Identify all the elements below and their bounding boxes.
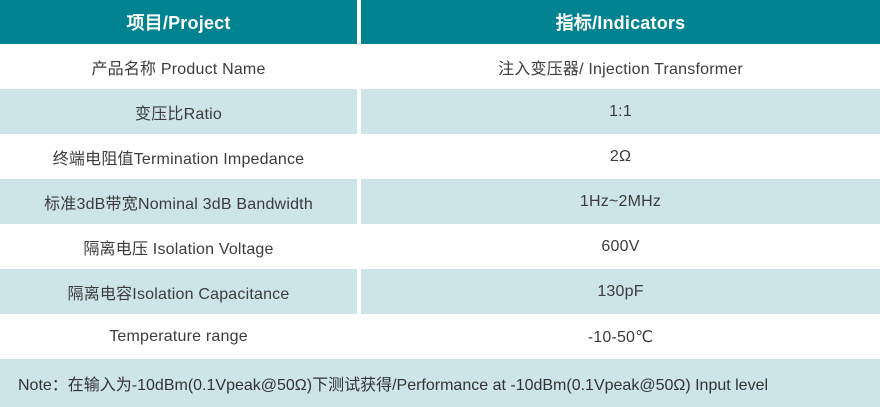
indicator-cell: 1Hz~2MHz — [361, 179, 880, 224]
project-cell: 隔离电容Isolation Capacitance — [0, 269, 357, 314]
table-row-bandwidth: 标准3dB带宽Nominal 3dB Bandwidth 1Hz~2MHz — [0, 179, 880, 224]
header-project-label: 项目/Project — [126, 13, 231, 33]
header-indicators-label: 指标/Indicators — [555, 13, 686, 33]
project-cell: 变压比Ratio — [0, 89, 357, 134]
indicator-value: 1:1 — [609, 102, 632, 120]
indicator-value: 600V — [601, 237, 640, 255]
indicator-value: 注入变压器/ Injection Transformer — [498, 60, 743, 78]
table-row-product-name: 产品名称 Product Name 注入变压器/ Injection Trans… — [0, 44, 880, 89]
note-text: Note：在输入为-10dBm(0.1Vpeak@50Ω)下测试获得/Perfo… — [18, 377, 769, 394]
indicator-cell: 2Ω — [361, 134, 880, 179]
project-cell: Temperature range — [0, 314, 357, 359]
indicator-cell: -10-50℃ — [361, 314, 880, 359]
indicator-value: 1Hz~2MHz — [579, 192, 662, 210]
indicator-value: 2Ω — [609, 147, 632, 165]
header-cell-project: 项目/Project — [0, 0, 357, 44]
table-header-row: 项目/Project 指标/Indicators — [0, 0, 880, 44]
table-row-isolation-voltage: 隔离电压 Isolation Voltage 600V — [0, 224, 880, 269]
project-cell: 标准3dB带宽Nominal 3dB Bandwidth — [0, 179, 357, 224]
table-row-temperature-range: Temperature range -10-50℃ — [0, 314, 880, 359]
table-row-termination-impedance: 终端电阻值Termination Impedance 2Ω — [0, 134, 880, 179]
project-label: 变压比Ratio — [135, 105, 222, 123]
indicator-cell: 130pF — [361, 269, 880, 314]
table-note-row: Note：在输入为-10dBm(0.1Vpeak@50Ω)下测试获得/Perfo… — [0, 359, 880, 407]
indicator-cell: 1:1 — [361, 89, 880, 134]
indicator-cell: 注入变压器/ Injection Transformer — [361, 44, 880, 89]
indicator-value: -10-50℃ — [587, 328, 654, 346]
project-cell: 隔离电压 Isolation Voltage — [0, 224, 357, 269]
project-label: 隔离电容Isolation Capacitance — [67, 285, 290, 303]
header-cell-indicators: 指标/Indicators — [361, 0, 880, 44]
project-label: 终端电阻值Termination Impedance — [52, 150, 305, 168]
table-row-isolation-capacitance: 隔离电容Isolation Capacitance 130pF — [0, 269, 880, 314]
project-cell: 产品名称 Product Name — [0, 44, 357, 89]
indicator-value: 130pF — [597, 282, 644, 300]
project-label: Temperature range — [109, 327, 248, 345]
project-label: 标准3dB带宽Nominal 3dB Bandwidth — [44, 195, 313, 213]
indicator-cell: 600V — [361, 224, 880, 269]
project-label: 隔离电压 Isolation Voltage — [83, 240, 274, 258]
project-cell: 终端电阻值Termination Impedance — [0, 134, 357, 179]
table-row-ratio: 变压比Ratio 1:1 — [0, 89, 880, 134]
project-label: 产品名称 Product Name — [91, 60, 266, 78]
